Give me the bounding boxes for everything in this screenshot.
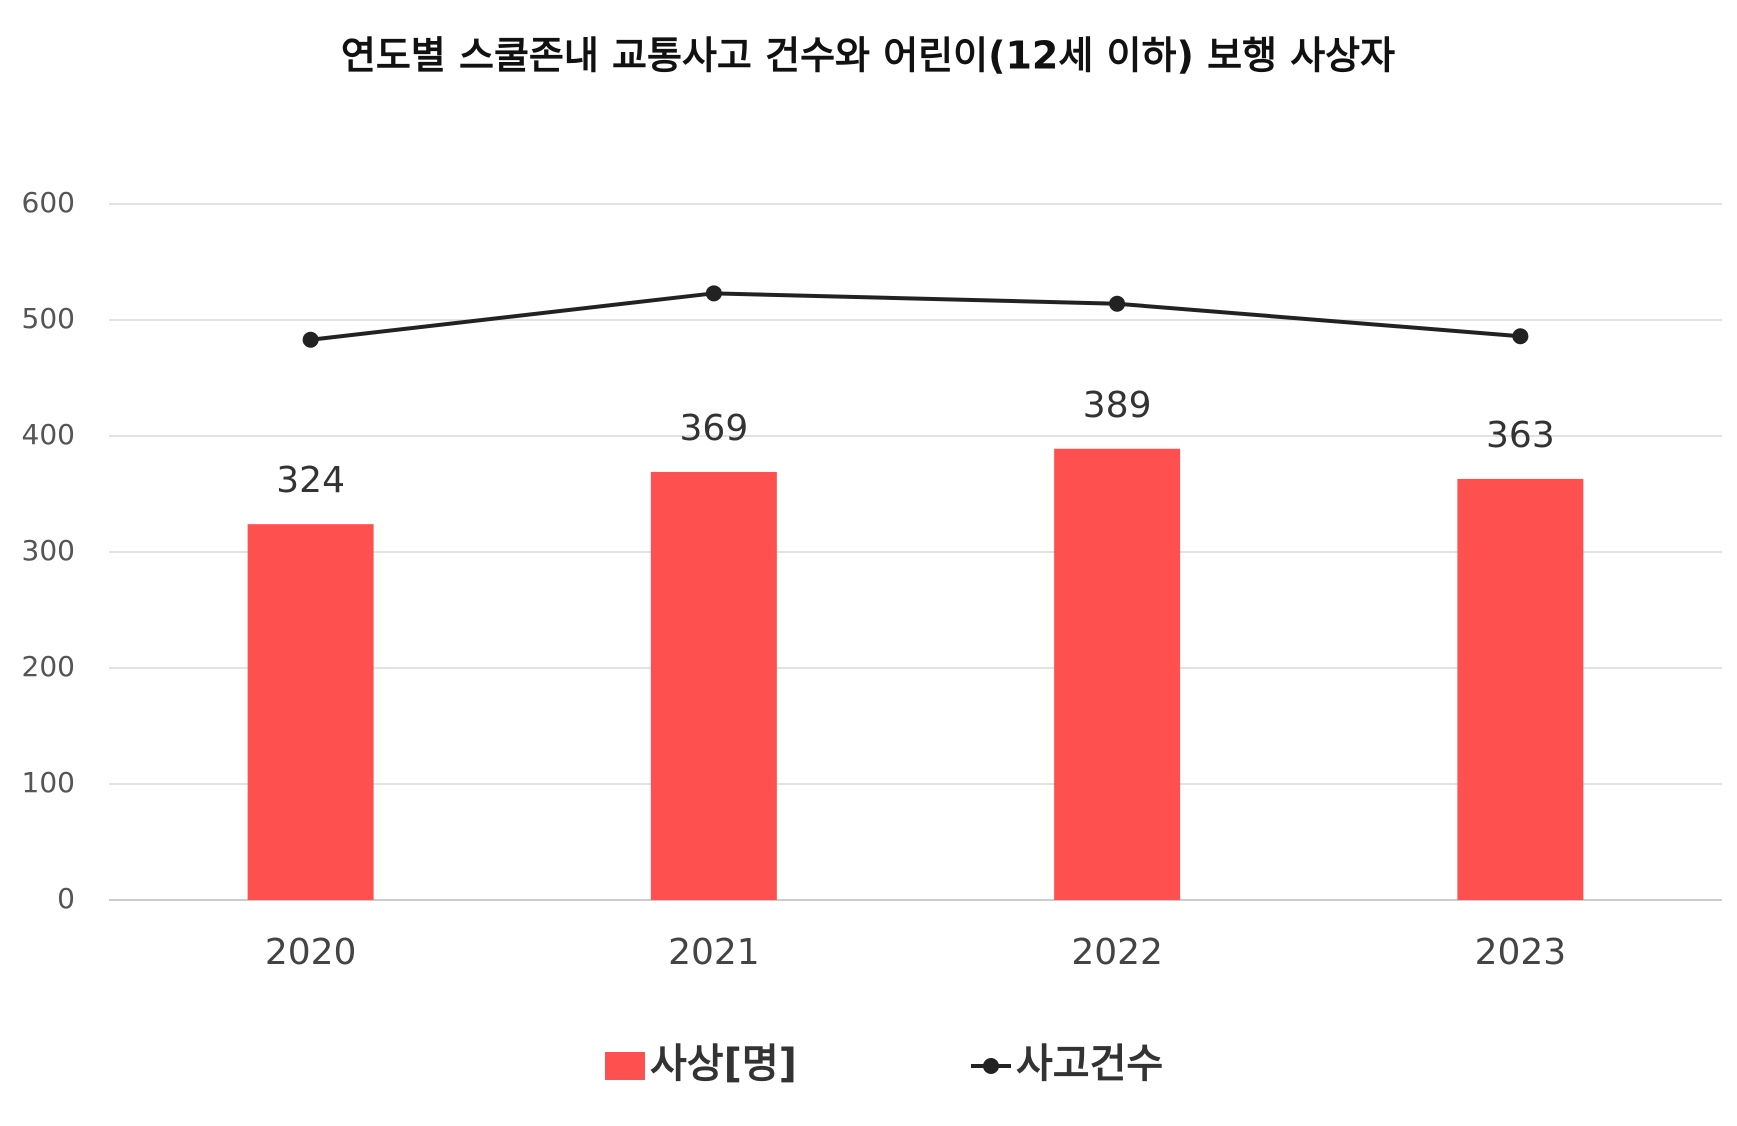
line-point (1109, 295, 1126, 312)
y-tick-label: 600 (22, 186, 75, 219)
line-point (705, 285, 722, 302)
legend-label: 사고건수 (1016, 1041, 1163, 1087)
x-tick-label: 2023 (1475, 932, 1567, 973)
legend-label: 사상[명] (650, 1041, 797, 1087)
x-tick-label: 2021 (668, 932, 760, 973)
value-label: 324 (276, 460, 345, 501)
y-tick-label: 200 (22, 650, 75, 683)
line (310, 291, 1521, 342)
y-tick-label: 100 (22, 766, 75, 799)
line-point (1512, 328, 1529, 345)
y-tick-label: 400 (22, 418, 75, 451)
value-label: 369 (680, 408, 749, 449)
legend-swatch (605, 1052, 645, 1080)
bar (1457, 478, 1584, 900)
line-point (302, 331, 319, 348)
y-tick-label: 0 (57, 882, 75, 915)
y-tick-label: 500 (22, 302, 75, 335)
x-tick-label: 2022 (1071, 932, 1163, 973)
bar (247, 524, 374, 900)
chart-title: 연도별 스쿨존내 교통사고 건수와 어린이(12세 이하) 보행 사상자 (341, 34, 1395, 78)
x-tick-label: 2020 (265, 932, 357, 973)
y-tick-label: 300 (22, 534, 75, 567)
value-label: 363 (1486, 415, 1555, 456)
value-label: 389 (1083, 385, 1152, 426)
bar (1054, 448, 1181, 900)
legend-swatch (983, 1058, 999, 1074)
bar (650, 471, 777, 900)
